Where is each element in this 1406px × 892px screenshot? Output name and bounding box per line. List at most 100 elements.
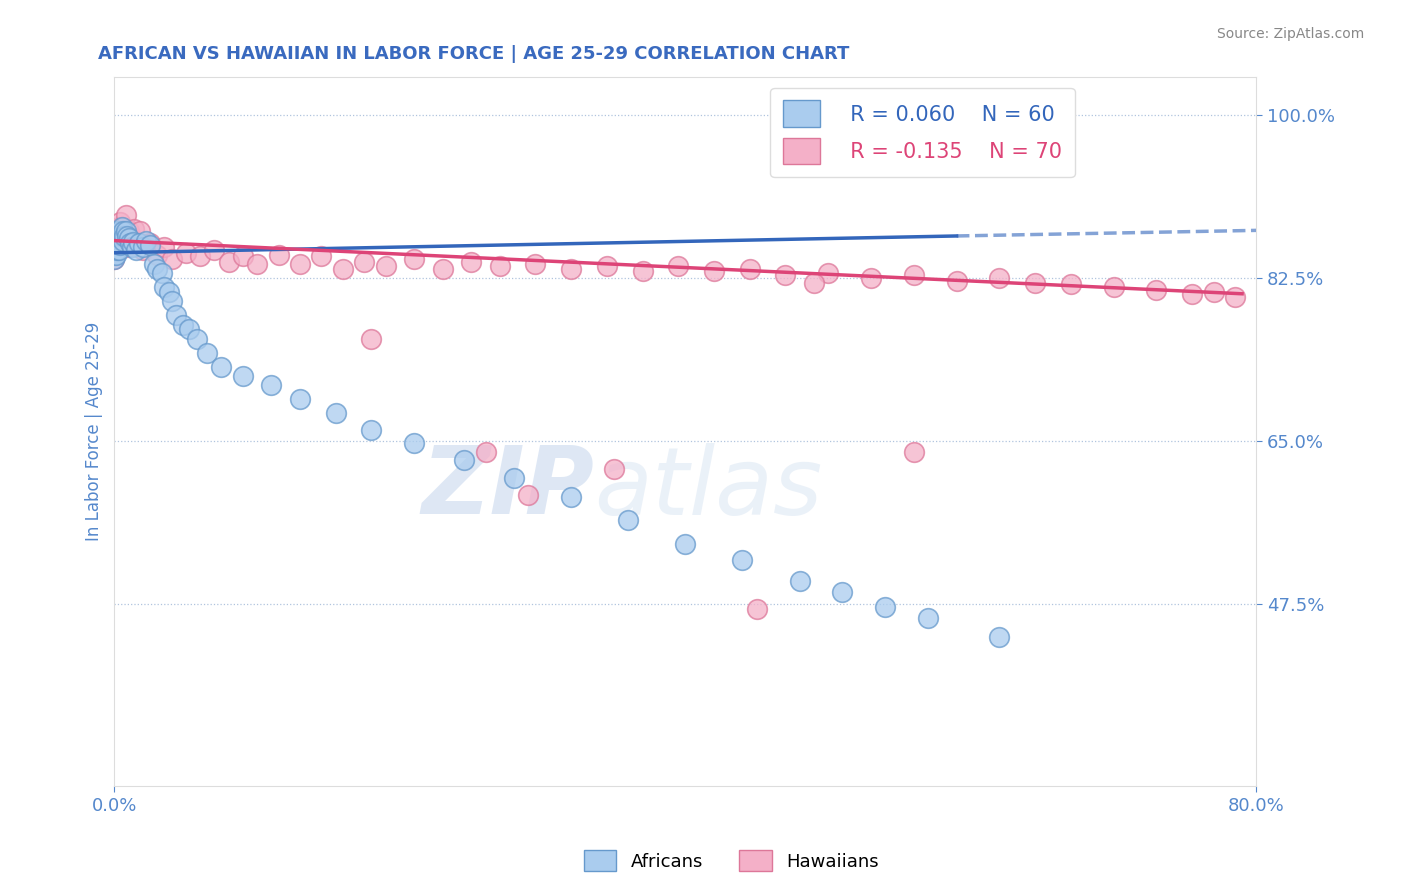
Point [104, 247, 127, 261]
Point [488, 259, 510, 273]
Point [117, 240, 139, 254]
Point [104, 238, 127, 252]
Point [105, 224, 128, 238]
Point [703, 264, 725, 278]
Point [453, 452, 475, 467]
Point [160, 252, 183, 267]
Text: atlas: atlas [593, 443, 823, 534]
Point [110, 236, 132, 251]
Text: AFRICAN VS HAWAIIAN IN LABOR FORCE | AGE 25-29 CORRELATION CHART: AFRICAN VS HAWAIIAN IN LABOR FORCE | AGE… [98, 45, 849, 62]
Point [146, 247, 169, 261]
Point [738, 261, 761, 276]
Point [107, 224, 129, 238]
Text: Source: ZipAtlas.com: Source: ZipAtlas.com [1216, 27, 1364, 41]
Point [177, 322, 200, 336]
Point [122, 235, 145, 250]
Point [988, 271, 1011, 285]
Point [110, 219, 132, 234]
Point [211, 359, 233, 374]
Point [353, 255, 375, 269]
Point [503, 471, 526, 485]
Point [111, 227, 134, 241]
Point [596, 259, 619, 273]
Point [288, 392, 311, 406]
Point [232, 368, 254, 383]
Point [150, 266, 173, 280]
Point [1144, 283, 1167, 297]
Point [631, 264, 654, 278]
Point [110, 229, 132, 244]
Point [128, 236, 150, 251]
Point [103, 234, 125, 248]
Point [1202, 285, 1225, 299]
Point [404, 252, 426, 267]
Point [157, 285, 180, 299]
Point [110, 219, 132, 234]
Point [831, 585, 853, 599]
Point [125, 243, 148, 257]
Point [474, 445, 496, 459]
Point [129, 224, 152, 238]
Point [121, 240, 143, 254]
Point [917, 611, 939, 625]
Point [153, 240, 176, 254]
Point [673, 537, 696, 551]
Point [118, 224, 141, 238]
Point [111, 224, 134, 238]
Point [105, 243, 128, 257]
Point [103, 252, 125, 267]
Point [127, 236, 149, 251]
Point [143, 257, 166, 271]
Point [666, 259, 689, 273]
Point [232, 250, 254, 264]
Y-axis label: In Labor Force | Age 25-29: In Labor Force | Age 25-29 [86, 322, 103, 541]
Point [108, 238, 131, 252]
Point [107, 234, 129, 248]
Point [404, 436, 426, 450]
Point [135, 234, 157, 248]
Point [267, 247, 290, 261]
Point [105, 224, 128, 238]
Point [789, 574, 811, 588]
Point [817, 266, 839, 280]
Point [103, 243, 125, 257]
Point [988, 630, 1011, 644]
Point [745, 602, 768, 616]
Point [114, 224, 136, 238]
Point [311, 250, 333, 264]
Point [517, 488, 540, 502]
Point [165, 308, 187, 322]
Point [1181, 286, 1204, 301]
Point [560, 261, 582, 276]
Point [107, 234, 129, 248]
Point [374, 259, 396, 273]
Point [218, 255, 240, 269]
Point [1223, 289, 1246, 303]
Text: ZIP: ZIP [422, 442, 593, 534]
Point [775, 268, 797, 282]
Point [524, 257, 547, 271]
Point [188, 250, 211, 264]
Point [124, 221, 146, 235]
Point [107, 219, 129, 234]
Point [360, 332, 382, 346]
Legend: Africans, Hawaiians: Africans, Hawaiians [576, 843, 886, 879]
Point [174, 245, 197, 260]
Point [325, 406, 347, 420]
Point [104, 240, 127, 254]
Point [117, 229, 139, 244]
Point [139, 236, 162, 251]
Point [859, 271, 882, 285]
Point [118, 231, 141, 245]
Point [803, 276, 825, 290]
Point [260, 378, 283, 392]
Point [139, 238, 162, 252]
Point [560, 490, 582, 504]
Point [132, 243, 155, 257]
Point [108, 215, 131, 229]
Point [875, 600, 897, 615]
Point [103, 243, 125, 257]
Point [146, 261, 169, 276]
Point [103, 252, 125, 267]
Point [112, 229, 135, 244]
